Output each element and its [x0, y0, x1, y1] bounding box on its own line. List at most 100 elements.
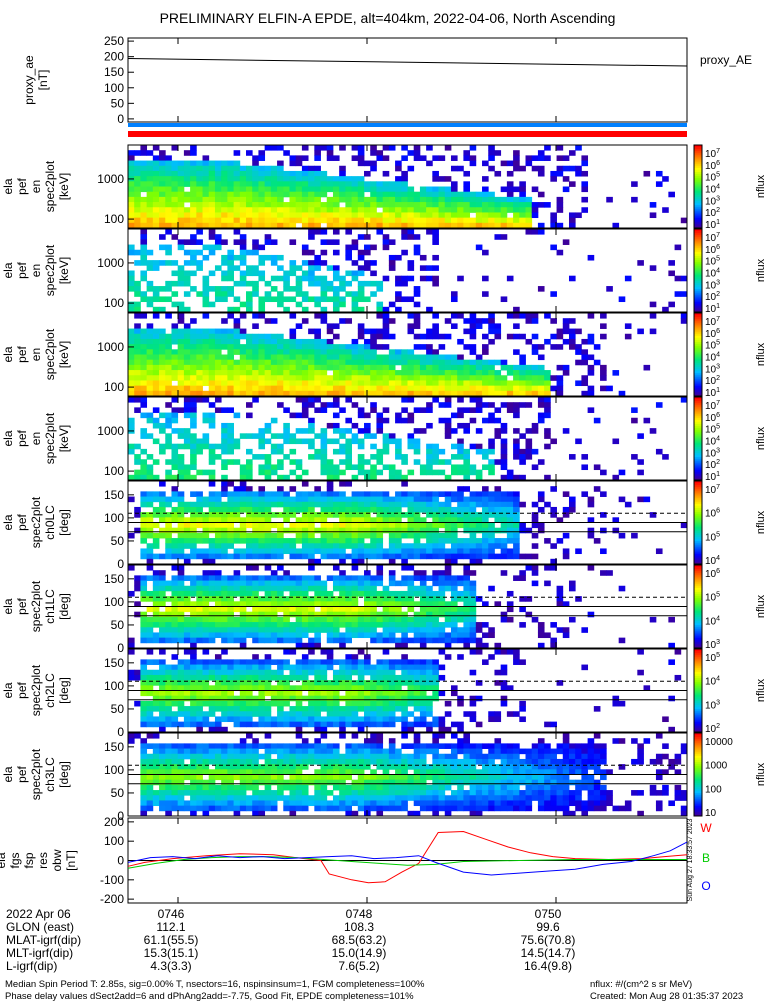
spectrogram-cell — [538, 355, 545, 361]
spectrogram-cell — [526, 454, 533, 460]
spectrogram-cell — [178, 659, 185, 665]
spectrogram-cell — [140, 659, 147, 665]
spectrogram-cell — [321, 339, 328, 345]
spectrogram-cell — [488, 507, 495, 513]
spectrogram-cell — [408, 523, 415, 529]
spectrogram-cell — [252, 265, 259, 271]
spectrogram-cell — [557, 380, 564, 386]
spectrogram-cell — [532, 166, 539, 172]
spectrogram-cell — [457, 617, 464, 623]
spectrogram-cell — [147, 491, 154, 497]
spectrogram-cell — [171, 670, 178, 676]
spectrogram-cell — [246, 380, 253, 386]
spectrogram-cell — [526, 428, 533, 434]
spectrogram-cell — [296, 360, 303, 366]
spectrogram-cell — [153, 218, 160, 224]
spectrogram-cell — [147, 413, 154, 419]
spectrogram-cell — [364, 360, 371, 366]
spectrogram-cell — [240, 276, 247, 282]
colorbar-tick-label: 106 — [705, 244, 720, 256]
spectrogram-cell — [215, 454, 222, 460]
spectrogram-cell — [345, 617, 352, 623]
spectrogram-cell — [376, 365, 383, 371]
spectrogram-cell — [445, 386, 452, 392]
spectrogram-cell — [246, 202, 253, 208]
spectrogram-cell — [271, 632, 278, 638]
spectrogram-cell — [488, 207, 495, 213]
spectrogram-cell — [190, 632, 197, 638]
spectrogram-cell — [408, 265, 415, 271]
spectrogram-cell — [153, 334, 160, 340]
spectrogram-cell — [140, 271, 147, 277]
spectrogram-cell — [178, 464, 185, 470]
spectrogram-cell — [196, 386, 203, 392]
spectrogram-cell — [345, 207, 352, 213]
spectrogram-cell — [557, 334, 564, 340]
spectrogram-cell — [445, 192, 452, 198]
spectrogram-cell — [140, 665, 147, 671]
spectrogram-cell — [395, 622, 402, 628]
spectrogram-cell — [352, 548, 359, 554]
spectrogram-cell — [190, 349, 197, 355]
spectrogram-cell — [140, 433, 147, 439]
spectrogram-cell — [426, 612, 433, 618]
spectrogram-cell — [184, 218, 191, 224]
spectrogram-cell — [215, 622, 222, 628]
spectrogram-cell — [501, 402, 508, 408]
spectrogram-cell — [501, 454, 508, 460]
spectrogram-cell — [445, 575, 452, 581]
colorbar-tick-label: 107 — [705, 316, 720, 328]
spectrogram-cell — [277, 696, 284, 702]
spectrogram-cell — [408, 370, 415, 376]
spectrogram-cell — [196, 538, 203, 544]
spectrogram-cell — [196, 554, 203, 560]
spectrogram-cell — [215, 444, 222, 450]
spectrogram-cell — [376, 286, 383, 292]
spectrogram-cell — [240, 344, 247, 350]
spectrogram-cell — [308, 207, 315, 213]
spectrogram-cell — [414, 245, 421, 251]
spectrogram-ylabel: en — [29, 180, 43, 193]
spectrogram-cell — [165, 502, 172, 508]
spectrogram-cell — [227, 265, 234, 271]
spectrogram-cell — [296, 622, 303, 628]
spectrogram-cell — [451, 632, 458, 638]
spectrogram-cell — [209, 548, 216, 554]
spectrogram-cell — [408, 502, 415, 508]
spectrogram-cell — [581, 171, 588, 177]
spectrogram-cell — [457, 607, 464, 613]
spectrogram-cell — [395, 296, 402, 302]
spectrogram-cell — [283, 675, 290, 681]
spectrogram-cell — [240, 612, 247, 618]
spectrogram-cell — [414, 507, 421, 513]
spectrogram-cell — [432, 192, 439, 198]
spectrogram-cell — [159, 722, 166, 728]
spectrogram-cell — [252, 281, 259, 287]
spectrogram-cell — [203, 581, 210, 587]
spectrogram-cell — [339, 491, 346, 497]
spectrogram-cell — [563, 329, 570, 335]
spectrogram-cell — [439, 365, 446, 371]
spectrogram-cell — [569, 218, 576, 224]
spectrogram-cell — [339, 281, 346, 287]
spectrogram-cell — [327, 617, 334, 623]
spectrogram-cell — [140, 701, 147, 707]
spectrogram-cell — [283, 296, 290, 302]
spectrogram-cell — [476, 207, 483, 213]
spectrogram-cell — [519, 459, 526, 465]
spectrogram-cell — [153, 187, 160, 193]
spectrogram-cell — [439, 523, 446, 529]
spectrogram-cell — [209, 454, 216, 460]
spectrogram-cell — [445, 581, 452, 587]
spectrogram-cell — [352, 339, 359, 345]
spectrogram-cell — [171, 607, 178, 613]
spectrogram-cell — [289, 212, 296, 218]
spectrogram-cell — [308, 166, 315, 172]
spectrogram-ylabel: spec2plot — [43, 160, 57, 212]
spectrogram-cell — [364, 502, 371, 508]
spectrogram-cell — [190, 334, 197, 340]
spectrogram-cell — [159, 360, 166, 366]
spectrogram-cell — [265, 281, 272, 287]
spectrogram-cell — [408, 565, 415, 571]
spectrogram-cell — [488, 212, 495, 218]
